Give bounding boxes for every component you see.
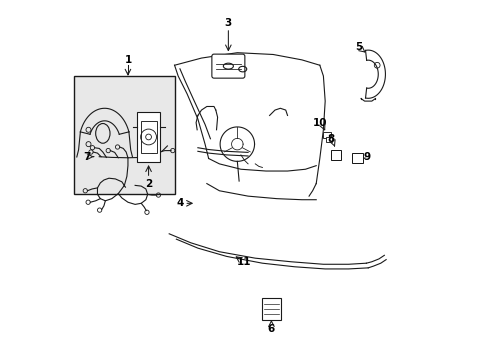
Bar [261, 298, 281, 320]
Bar [137, 112, 160, 162]
Bar [351, 153, 362, 163]
Text: 4: 4 [176, 198, 183, 208]
Text: 9: 9 [363, 152, 370, 162]
Text: 6: 6 [267, 324, 274, 334]
Bar [325, 137, 331, 142]
Bar [140, 121, 156, 153]
Text: 1: 1 [124, 55, 131, 65]
Text: 3: 3 [224, 18, 231, 28]
FancyBboxPatch shape [211, 54, 244, 78]
Text: 5: 5 [355, 42, 362, 52]
Text: 11: 11 [237, 257, 251, 267]
Text: 2: 2 [144, 179, 152, 189]
Text: 7: 7 [83, 152, 90, 162]
Text: 8: 8 [327, 135, 334, 144]
Bar [330, 150, 341, 160]
Bar [74, 76, 174, 194]
Bar [322, 132, 330, 138]
Text: 10: 10 [312, 118, 326, 128]
